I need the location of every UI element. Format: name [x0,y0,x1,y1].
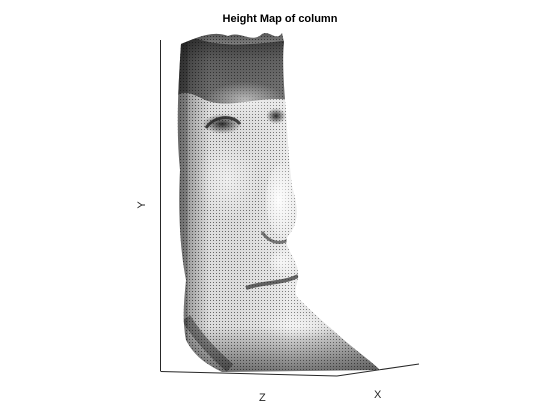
z-axis-line [160,371,338,377]
y-axis-label: Y [136,201,148,209]
plot-title: Height Map of column [222,13,338,25]
nose-region [266,164,298,236]
x-axis-label: X [374,389,382,401]
z-axis-label: Z [259,392,266,404]
surface-mesh [177,33,380,372]
mouth-region [245,274,299,290]
